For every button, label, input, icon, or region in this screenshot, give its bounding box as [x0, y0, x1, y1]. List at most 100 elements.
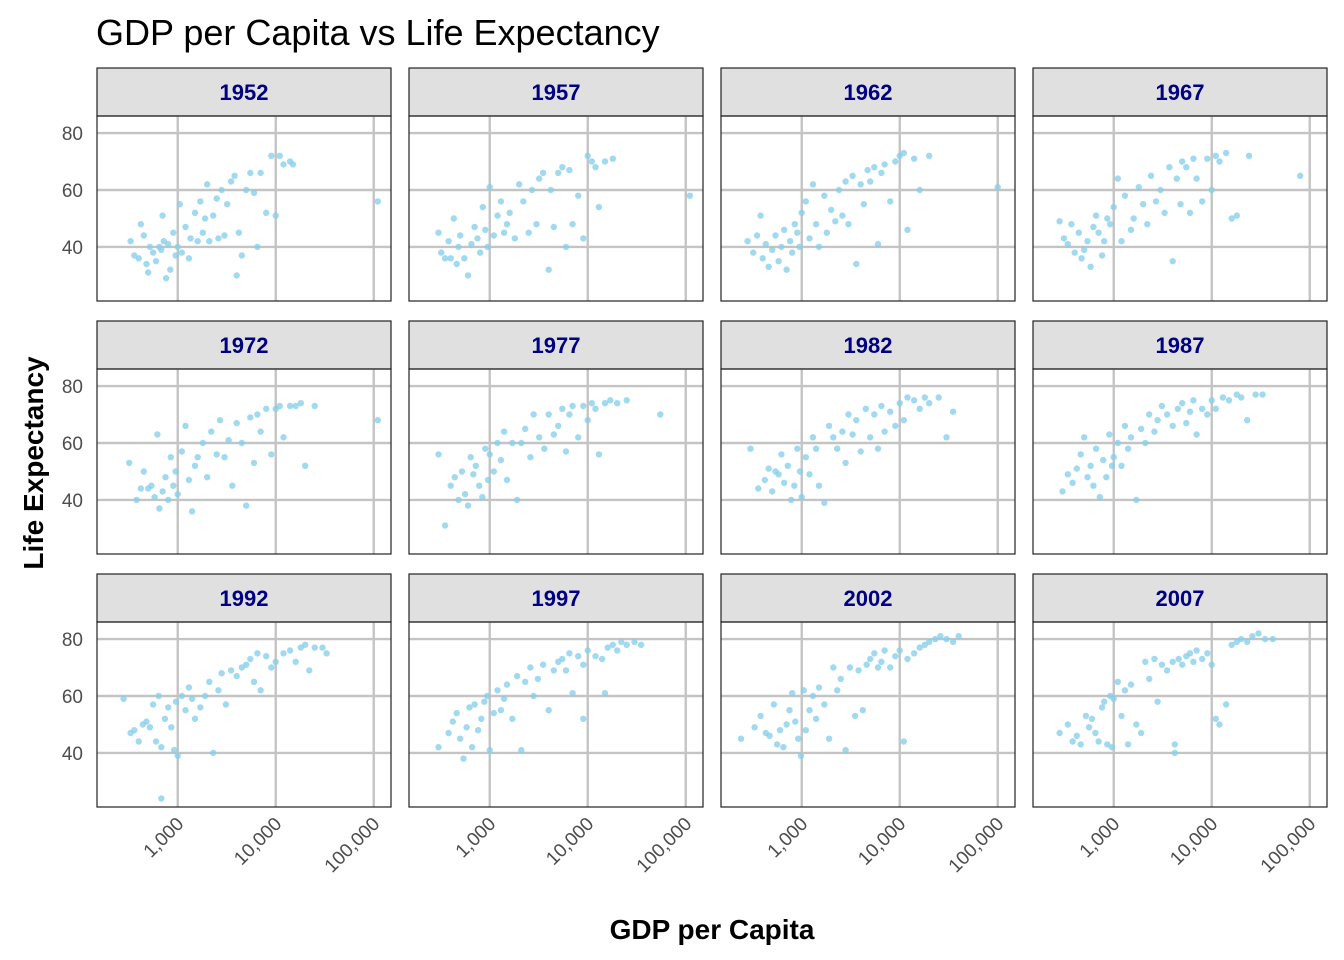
data-point — [174, 243, 181, 251]
data-point — [131, 727, 138, 734]
data-point — [859, 707, 866, 714]
data-point — [1135, 184, 1143, 191]
data-point — [1222, 701, 1230, 708]
data-point — [566, 650, 573, 657]
data-point — [580, 402, 587, 410]
data-point — [530, 411, 537, 418]
data-point — [161, 715, 169, 722]
data-point — [1101, 698, 1108, 705]
data-point — [250, 189, 258, 196]
data-point — [158, 744, 165, 751]
data-point — [1146, 411, 1153, 418]
data-point — [1212, 405, 1220, 412]
data-point — [503, 681, 511, 688]
data-point — [438, 249, 445, 256]
data-point — [796, 243, 803, 251]
data-point — [1114, 678, 1122, 685]
data-point — [1142, 658, 1149, 665]
data-point — [289, 161, 297, 168]
data-point — [247, 414, 254, 421]
data-point — [447, 255, 454, 262]
data-point — [474, 727, 482, 734]
data-point — [1137, 729, 1145, 737]
data-point — [280, 161, 287, 168]
data-point — [588, 400, 595, 407]
data-point — [1121, 422, 1129, 430]
data-point — [842, 746, 849, 754]
data-point — [460, 755, 467, 762]
data-point — [809, 692, 817, 700]
data-point — [250, 459, 258, 467]
data-point — [231, 172, 238, 179]
data-point — [497, 198, 505, 205]
data-point — [832, 218, 839, 225]
data-point — [545, 411, 552, 418]
data-point — [1133, 721, 1140, 728]
data-point — [874, 240, 882, 248]
data-point — [201, 692, 209, 700]
data-point — [311, 644, 318, 651]
data-point — [486, 184, 493, 191]
data-point — [1186, 209, 1194, 216]
data-point — [484, 243, 491, 251]
data-point — [137, 485, 144, 492]
data-point — [494, 439, 501, 447]
data-point — [233, 672, 240, 680]
data-point — [766, 732, 773, 739]
y-tick-label: 80 — [62, 124, 83, 145]
data-point — [916, 186, 923, 194]
data-point — [1228, 641, 1235, 648]
data-point — [1107, 221, 1114, 228]
data-point — [247, 169, 254, 177]
data-point — [224, 201, 231, 208]
data-point — [445, 729, 452, 737]
data-point — [513, 496, 521, 504]
data-point — [809, 434, 817, 441]
data-point — [464, 272, 472, 279]
data-point — [137, 221, 144, 228]
data-point — [159, 488, 166, 495]
data-point — [1114, 439, 1122, 447]
data-point — [545, 707, 552, 714]
data-point — [949, 408, 957, 415]
data-point — [821, 192, 828, 199]
data-point — [1103, 474, 1110, 481]
data-point — [167, 454, 174, 461]
data-point — [881, 428, 888, 435]
data-point — [802, 198, 809, 205]
data-point — [201, 215, 209, 222]
facet-strip-label: 1997 — [532, 586, 581, 611]
data-point — [1171, 749, 1179, 757]
data-point — [910, 397, 918, 404]
data-point — [188, 695, 196, 702]
data-point — [1158, 661, 1166, 668]
data-point — [562, 667, 570, 674]
data-point — [784, 462, 791, 469]
data-point — [182, 707, 189, 714]
facet-panel-1992: 1992 40 60 80 1,000 10,000 100,000 — [62, 573, 392, 877]
data-point — [1186, 408, 1194, 415]
data-point — [598, 655, 606, 663]
facet-panel-1997: 1997 1,000 10,000 100,000 — [408, 573, 704, 877]
data-point — [845, 221, 852, 228]
data-point — [800, 687, 807, 694]
facet-strip — [720, 67, 1016, 117]
data-point — [1106, 431, 1113, 438]
data-point — [1169, 658, 1176, 665]
data-point — [569, 690, 576, 697]
data-point — [170, 229, 177, 236]
data-point — [474, 235, 481, 242]
data-point — [1233, 212, 1241, 219]
data-point — [1064, 721, 1072, 728]
y-tick-label: 60 — [62, 687, 83, 708]
data-point — [1212, 152, 1220, 159]
data-point — [794, 229, 801, 236]
data-point — [657, 411, 664, 418]
data-point — [770, 701, 778, 708]
data-point — [127, 238, 134, 245]
data-point — [867, 434, 874, 441]
data-point — [601, 690, 609, 697]
data-point — [896, 647, 903, 654]
y-tick-label: 40 — [62, 491, 83, 512]
data-point — [802, 727, 809, 734]
